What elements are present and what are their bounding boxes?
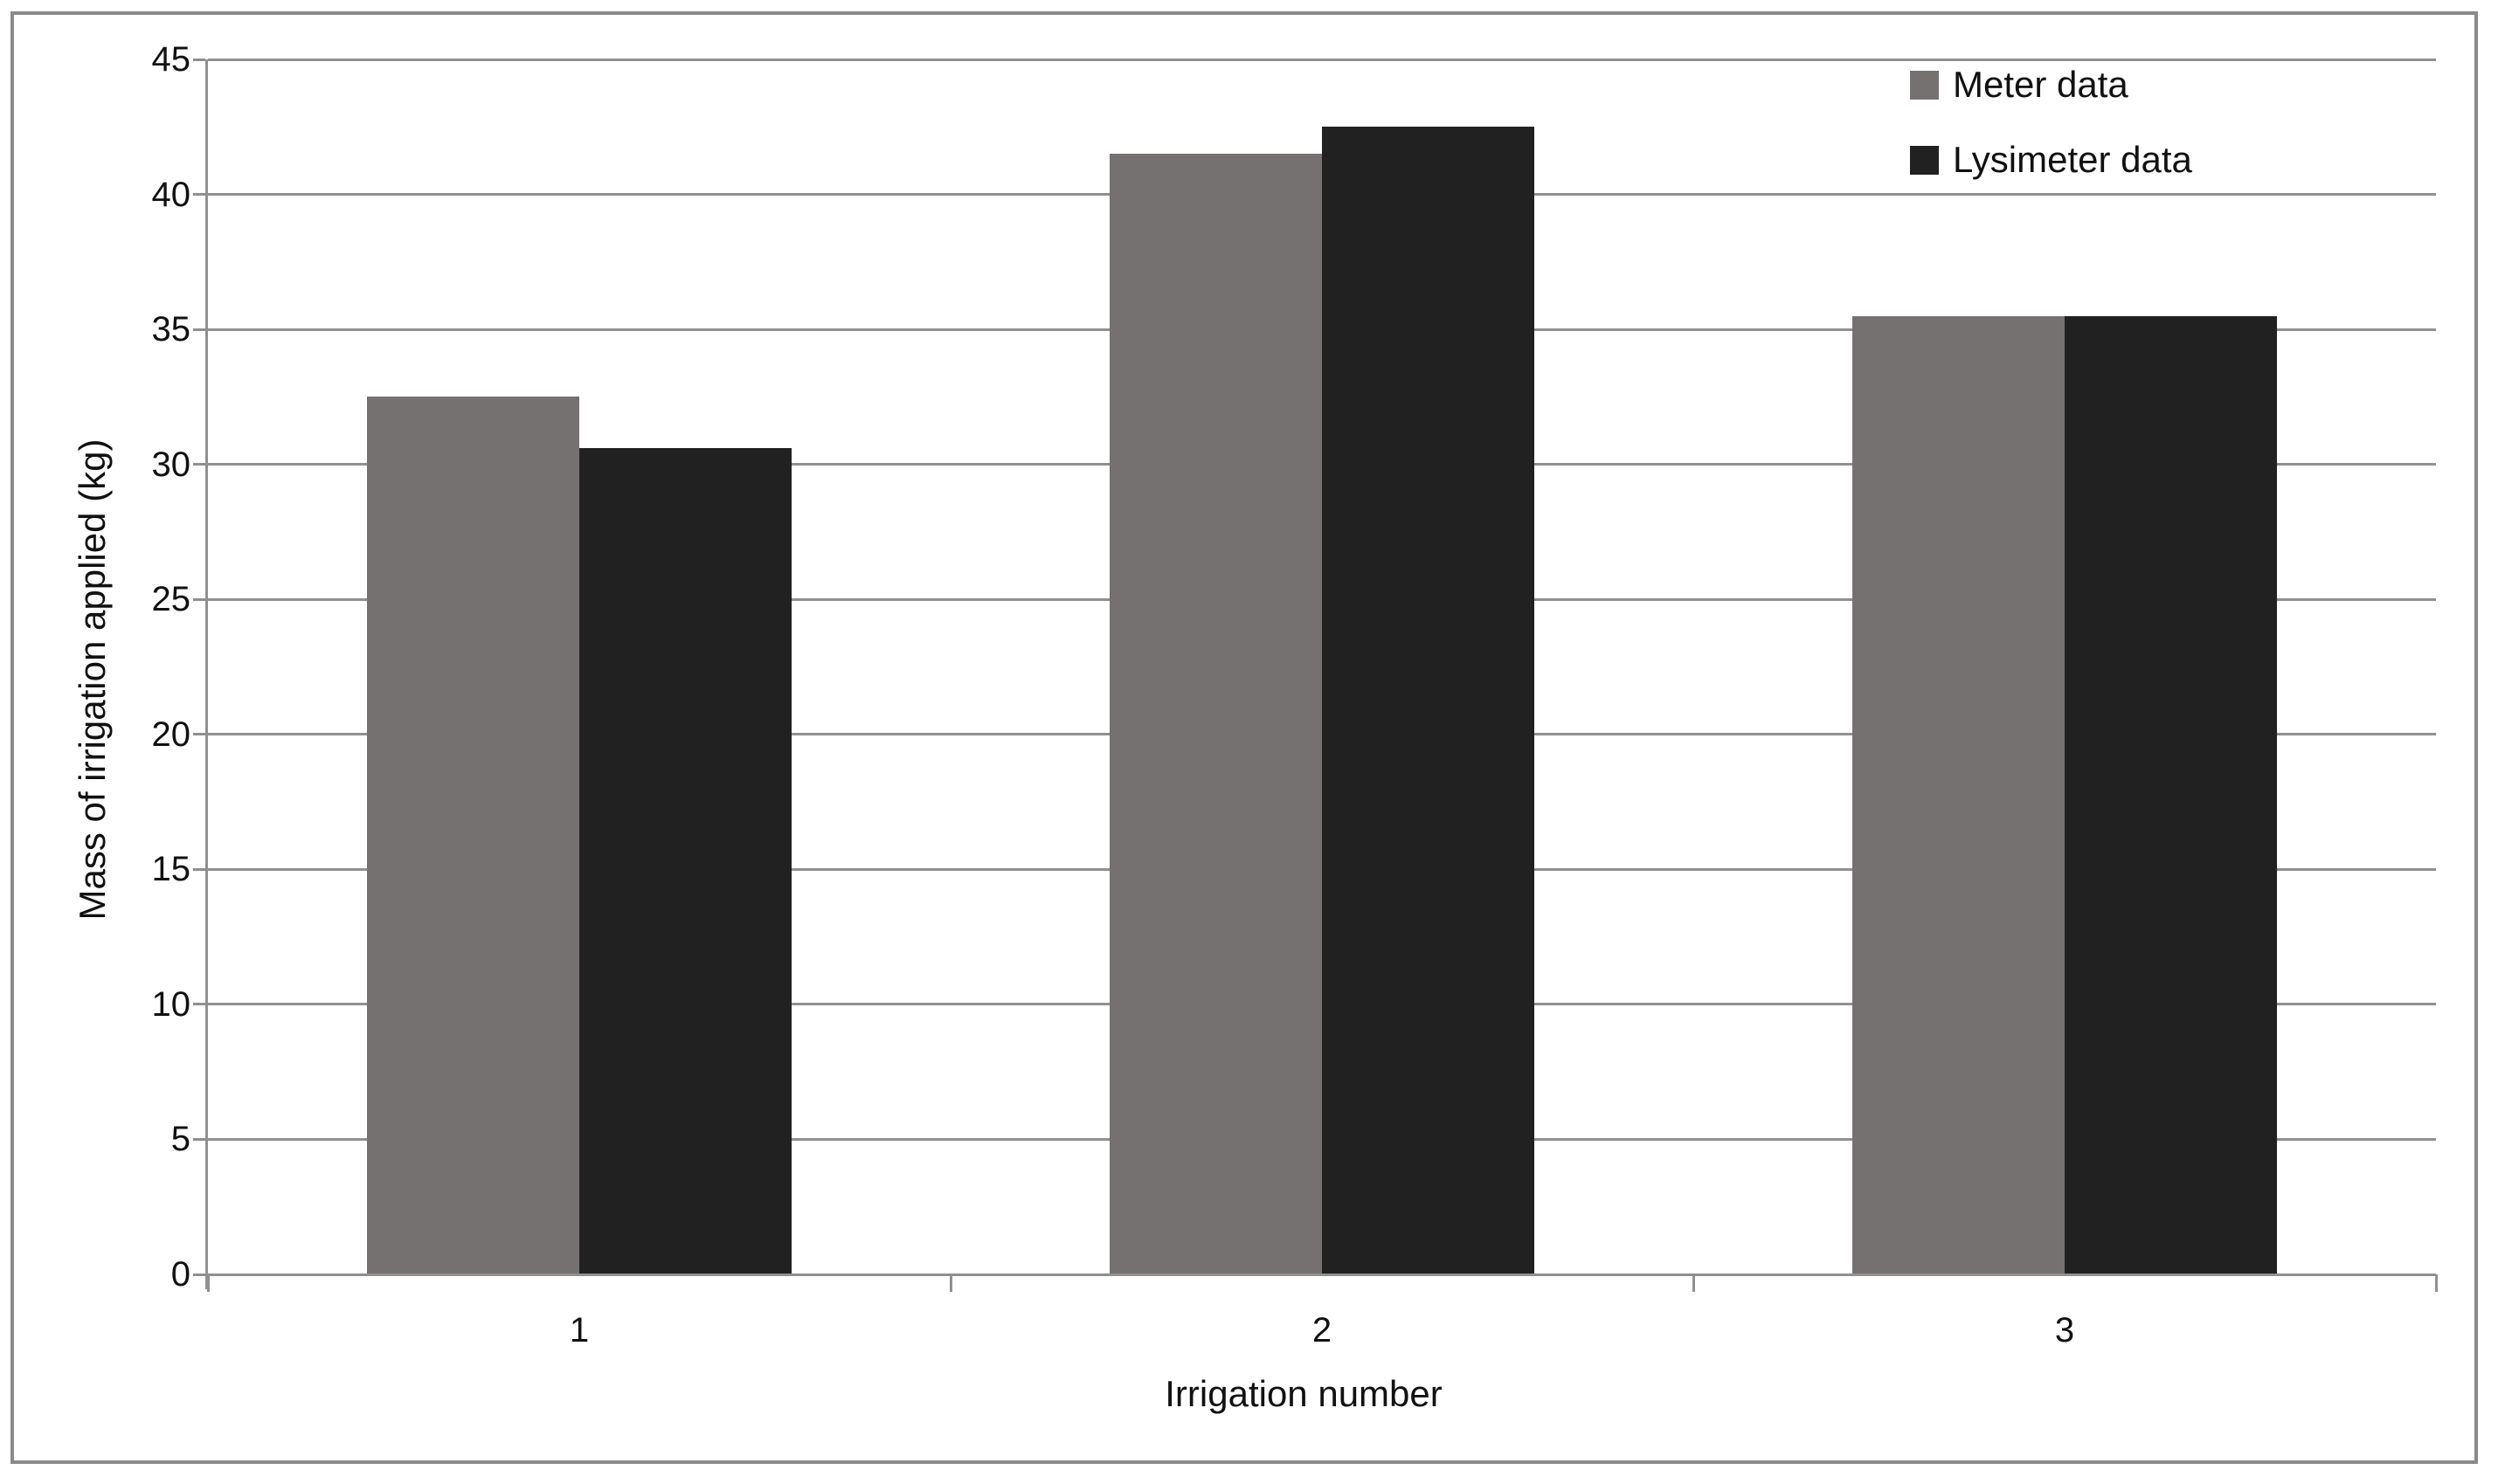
- bar-meter-data-cat-3: [1852, 315, 2065, 1274]
- y-tick-label-15: 15: [151, 850, 191, 889]
- y-axis-title: Mass of irrigation applied (kg): [72, 438, 113, 921]
- y-tick-label-45: 45: [151, 40, 191, 79]
- y-tick-20: [193, 733, 205, 736]
- legend-entry-meter-data: Meter data: [1910, 64, 2192, 105]
- y-tick-label-35: 35: [151, 310, 191, 349]
- y-tick-label-20: 20: [151, 714, 191, 754]
- x-tick-label-1: 1: [569, 1311, 590, 1349]
- y-tick-40: [193, 193, 205, 197]
- legend: Meter data Lysimeter data: [1910, 64, 2192, 220]
- y-tick-10: [193, 1003, 205, 1006]
- y-tick-35: [193, 328, 205, 331]
- y-tick-45: [193, 58, 205, 61]
- y-tick-label-5: 5: [170, 1120, 190, 1159]
- bar-lysimeter-data-cat-1: [579, 448, 792, 1274]
- y-tick-label-25: 25: [151, 580, 191, 619]
- x-axis-line: [208, 1273, 2436, 1276]
- x-axis-title: Irrigation number: [1165, 1373, 1443, 1414]
- bar-meter-data-cat-1: [367, 397, 579, 1274]
- bar-lysimeter-data-cat-3: [2065, 315, 2277, 1274]
- y-tick-30: [193, 463, 205, 466]
- x-tick-3: [2434, 1274, 2438, 1292]
- y-tick-label-30: 30: [151, 445, 191, 484]
- y-axis-line: [205, 59, 208, 1289]
- legend-label-lysimeter-data: Lysimeter data: [1953, 139, 2192, 180]
- legend-swatch-lysimeter-data-icon: [1910, 145, 1939, 175]
- gridline-y-45: [208, 58, 2436, 61]
- y-tick-25: [193, 597, 205, 601]
- x-tick-2: [1692, 1274, 1695, 1292]
- y-tick-0: [193, 1273, 205, 1276]
- bar-meter-data-cat-2: [1110, 154, 1322, 1274]
- y-tick-label-40: 40: [151, 175, 191, 214]
- y-tick-5: [193, 1137, 205, 1141]
- y-tick-label-0: 0: [170, 1255, 190, 1294]
- legend-label-meter-data: Meter data: [1953, 64, 2128, 105]
- legend-entry-lysimeter-data: Lysimeter data: [1910, 139, 2192, 180]
- legend-swatch-meter-data-icon: [1910, 70, 1939, 100]
- bar-lysimeter-data-cat-2: [1322, 127, 1534, 1274]
- x-tick-1: [949, 1274, 952, 1292]
- x-tick-0: [206, 1274, 210, 1292]
- x-tick-label-2: 2: [1311, 1311, 1332, 1349]
- y-tick-label-10: 10: [151, 984, 191, 1024]
- y-tick-15: [193, 867, 205, 871]
- x-tick-label-3: 3: [2054, 1311, 2075, 1349]
